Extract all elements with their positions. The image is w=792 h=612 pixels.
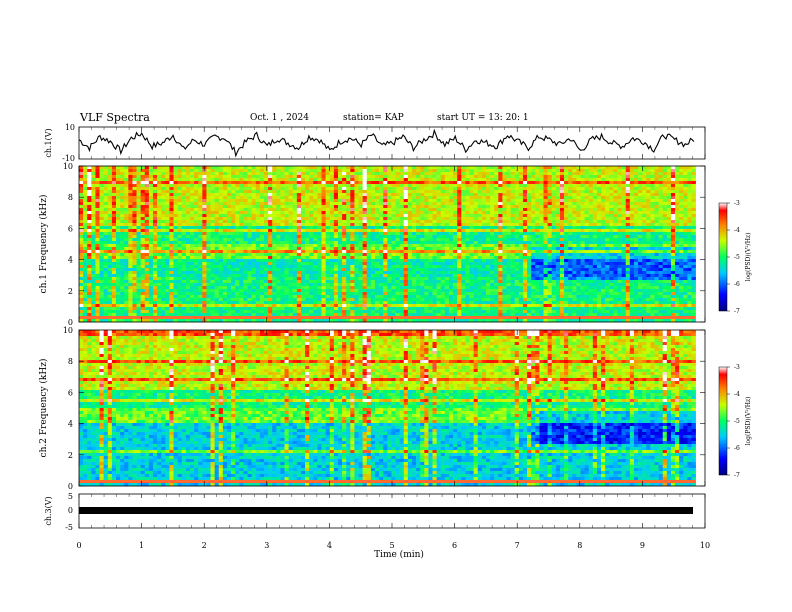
ch1-spectrogram-ylabel: ch.1 Frequency (kHz)	[38, 195, 49, 294]
chart-title: VLF Spectra	[80, 111, 150, 124]
time-tick-label: 5	[389, 541, 394, 550]
waveform-panel-ch1: 10 -10 ch.1(V)	[44, 123, 706, 163]
colorbar-tick-label: -7	[734, 472, 740, 479]
header-station: station= KAP	[343, 113, 404, 123]
waveform-panel-ch3: 5 0 -5 ch.3(V)	[44, 492, 706, 532]
colorbar-tick-label: -5	[734, 418, 740, 425]
waveform-ch3-line	[79, 507, 693, 514]
ch3-ytick-bottom: -5	[65, 523, 73, 532]
spectrogram-ch2-image	[79, 330, 705, 487]
ch2-spectrogram-ylabel: ch.2 Frequency (kHz)	[38, 359, 49, 458]
colorbar-tick-label: -5	[734, 254, 740, 261]
colorbar-tick-label: -3	[734, 200, 740, 207]
spec-ytick-label: 4	[68, 256, 73, 265]
spec-ytick-label: 10	[63, 326, 73, 335]
spec-ytick-label: 2	[68, 451, 73, 460]
spec-ytick-label: 8	[68, 357, 73, 366]
ch1-waveform-ylabel: ch.1(V)	[44, 128, 53, 157]
colorbar-ch2-label: log(PSD)(V²/Hz)	[745, 397, 752, 446]
ch1-ytick-bottom: -10	[62, 154, 75, 163]
time-tick-label: 4	[327, 541, 332, 550]
colorbar-ch1	[718, 202, 728, 312]
colorbar-tick-label: -7	[734, 308, 740, 315]
spec-ytick-label: 6	[68, 388, 73, 397]
time-tick-label: 3	[264, 541, 269, 550]
ch1-ytick-top: 10	[65, 123, 75, 132]
spec-ytick-label: 4	[68, 420, 73, 429]
spec-ytick-label: 8	[68, 193, 73, 202]
time-tick-label: 0	[76, 541, 81, 550]
ch3-ytick-zero: 0	[68, 506, 73, 515]
colorbar-tick-label: -4	[734, 391, 740, 398]
spectrogram-ch1-image	[79, 166, 705, 323]
spec-ytick-label: 6	[68, 224, 73, 233]
time-tick-label: 1	[139, 541, 144, 550]
spec-ytick-label: 0	[68, 482, 73, 491]
time-tick-label: 2	[202, 541, 207, 550]
spec-ytick-label: 2	[68, 287, 73, 296]
colorbar-ch1-label: log(PSD)(V²/Hz)	[745, 233, 752, 282]
time-tick-label: 10	[700, 541, 710, 550]
colorbar-ch2	[718, 366, 728, 476]
time-tick-label: 9	[640, 541, 645, 550]
time-axis: 0 1 2 3 4 5 6 7 8 9 10	[76, 127, 710, 550]
time-tick-label: 6	[452, 541, 457, 550]
colorbar-tick-label: -3	[734, 364, 740, 371]
spec-ytick-label: 10	[63, 162, 73, 171]
colorbar-tick-label: -6	[734, 445, 740, 452]
header-date: Oct. 1 , 2024	[250, 113, 309, 123]
header-start-time: start UT = 13: 20: 1	[437, 113, 529, 123]
ch3-ytick-top: 5	[68, 492, 73, 501]
colorbar-tick-label: -6	[734, 281, 740, 288]
waveform-ch1-line	[78, 128, 695, 158]
time-tick-label: 8	[577, 541, 582, 550]
colorbar-tick-label: -4	[734, 227, 740, 234]
ch3-waveform-ylabel: ch.3(V)	[44, 496, 53, 525]
time-tick-label: 7	[515, 541, 520, 550]
spec-ytick-label: 0	[68, 318, 73, 327]
time-axis-label: Time (min)	[374, 549, 424, 560]
